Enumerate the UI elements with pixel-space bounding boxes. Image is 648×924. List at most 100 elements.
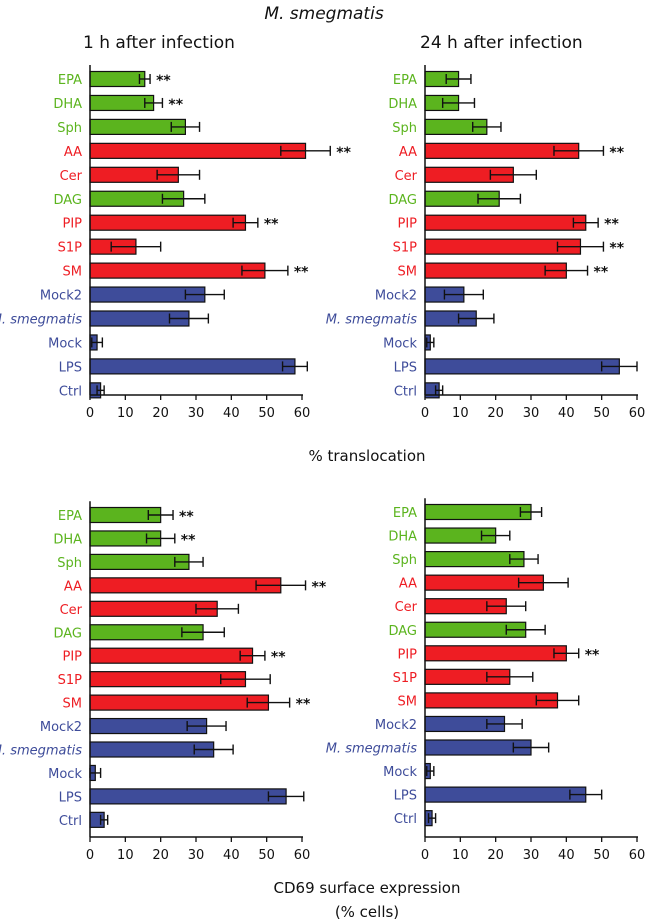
significance-marker: ** <box>604 217 619 233</box>
category-label: Sph <box>392 553 417 568</box>
x-tick-label: 60 <box>629 406 646 421</box>
category-label: PIP <box>62 217 82 232</box>
x-tick-label: 20 <box>487 406 504 421</box>
bar <box>424 786 587 803</box>
category-label: Mock <box>383 765 417 780</box>
category-label: Mock2 <box>375 289 417 304</box>
panel-title: 24 h after infection <box>420 33 583 53</box>
significance-marker: ** <box>156 73 171 89</box>
category-label: Ctrl <box>394 812 417 827</box>
x-tick-label: 60 <box>629 848 646 863</box>
significance-marker: ** <box>609 241 624 257</box>
bar <box>89 788 287 805</box>
significance-marker: ** <box>609 145 624 161</box>
category-label: DHA <box>388 530 417 545</box>
x-tick-label: 30 <box>188 848 205 863</box>
panel-24h-cd69: EPA DHA Sph AA Cer DAG PIP ** S1P SM Mock2 M. smegm… <box>326 498 646 863</box>
significance-marker: ** <box>296 697 311 713</box>
category-label: Sph <box>57 121 82 136</box>
category-label: M. smegmatis <box>0 313 82 328</box>
x-tick-label: 50 <box>258 406 275 421</box>
category-label: LPS <box>59 360 82 375</box>
x-tick-label: 0 <box>86 406 94 421</box>
bar <box>89 70 146 88</box>
x-tick-label: 10 <box>452 848 469 863</box>
category-label: Cer <box>60 169 83 184</box>
x-tick-label: 20 <box>487 848 504 863</box>
category-label: SM <box>398 265 417 280</box>
category-label: M. smegmatis <box>326 742 418 757</box>
x-tick-label: 40 <box>558 406 575 421</box>
category-label: AA <box>399 577 417 592</box>
category-label: Cer <box>60 603 83 618</box>
significance-marker: ** <box>294 265 309 281</box>
category-label: Sph <box>392 121 417 136</box>
bottom-axis-label-line1: CD69 surface expression <box>274 879 461 897</box>
significance-marker: ** <box>179 509 194 525</box>
x-tick-label: 20 <box>152 406 169 421</box>
category-label: EPA <box>393 506 417 521</box>
x-tick-label: 10 <box>117 406 134 421</box>
significance-marker: ** <box>168 97 183 113</box>
figure-title: M. smegmatis <box>264 4 384 24</box>
significance-marker: ** <box>585 647 600 663</box>
category-label: Mock2 <box>375 718 417 733</box>
category-label: DAG <box>53 626 82 641</box>
bar <box>89 694 270 711</box>
x-tick-label: 40 <box>558 848 575 863</box>
x-tick-label: 0 <box>421 406 429 421</box>
category-label: DHA <box>53 532 82 547</box>
category-label: DAG <box>388 193 417 208</box>
category-label: DAG <box>53 193 82 208</box>
category-label: Ctrl <box>394 384 417 399</box>
bottom-axis-label-line2: (% cells) <box>335 903 399 921</box>
category-label: LPS <box>394 360 417 375</box>
x-tick-label: 50 <box>593 848 610 863</box>
category-label: M. smegmatis <box>326 313 418 328</box>
panel-1h-translocation: 1 h after infection EPA ** DHA ** Sph AA ** Cer D… <box>0 33 352 421</box>
bar <box>89 647 254 664</box>
x-tick-label: 60 <box>294 848 311 863</box>
bar <box>89 262 266 279</box>
panel-24h-translocation: 24 h after infection EPA DHA Sph AA ** Cer DAG P… <box>326 33 646 421</box>
x-tick-label: 30 <box>523 848 540 863</box>
category-label: PIP <box>397 647 417 662</box>
category-label: DAG <box>388 624 417 639</box>
significance-marker: ** <box>181 532 196 548</box>
category-label: EPA <box>393 73 417 88</box>
category-label: S1P <box>58 673 83 688</box>
category-label: Mock2 <box>40 289 82 304</box>
middle-axis-label: % translocation <box>308 447 425 465</box>
category-label: EPA <box>58 509 82 524</box>
category-label: M. smegmatis <box>0 744 82 759</box>
significance-marker: ** <box>594 265 609 281</box>
category-label: Sph <box>57 556 82 571</box>
category-label: S1P <box>58 241 83 256</box>
bar <box>424 214 587 231</box>
category-label: DHA <box>53 97 82 112</box>
category-label: AA <box>64 145 82 160</box>
category-label: Mock <box>383 336 417 351</box>
category-label: Ctrl <box>59 384 82 399</box>
category-label: EPA <box>58 73 82 88</box>
x-tick-label: 40 <box>223 848 240 863</box>
category-label: Cer <box>395 600 418 615</box>
category-label: S1P <box>393 241 418 256</box>
bar <box>89 214 247 231</box>
category-label: AA <box>64 579 82 594</box>
category-label: LPS <box>394 789 417 804</box>
category-label: AA <box>399 145 417 160</box>
x-tick-label: 50 <box>258 848 275 863</box>
category-label: Cer <box>395 169 418 184</box>
category-label: DHA <box>388 97 417 112</box>
significance-marker: ** <box>264 217 279 233</box>
category-label: Mock2 <box>40 720 82 735</box>
category-label: S1P <box>393 671 418 686</box>
bar <box>89 142 307 159</box>
x-tick-label: 40 <box>223 406 240 421</box>
x-tick-label: 0 <box>421 848 429 863</box>
bar <box>89 94 155 112</box>
bar <box>89 358 296 375</box>
